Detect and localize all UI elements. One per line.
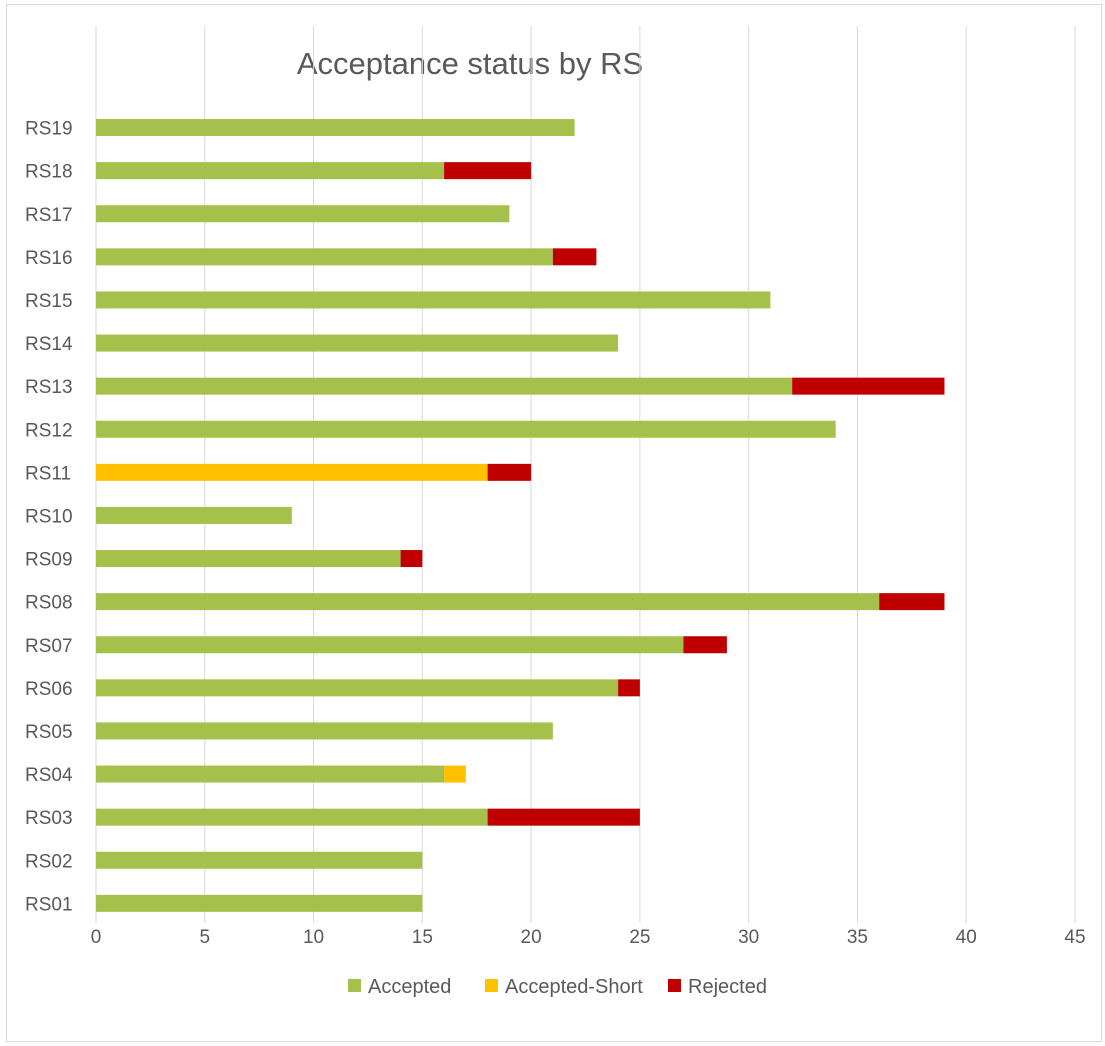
x-tick-label: 40 bbox=[956, 927, 977, 948]
bar-RS17-accepted bbox=[96, 205, 510, 223]
chart-svg: Acceptance status by RS RS01 RS02 RS03 RS04… bbox=[25, 26, 1086, 998]
legend-swatch-rejected bbox=[668, 979, 681, 992]
bar-RS18-rejected bbox=[444, 162, 532, 180]
y-category-label: RS08 bbox=[25, 593, 73, 614]
bars bbox=[96, 119, 945, 912]
y-category-label: RS07 bbox=[25, 636, 73, 657]
x-axis-labels: 0 5 10 15 20 25 30 35 40 45 bbox=[91, 927, 1086, 948]
legend: Accepted Accepted-Short Rejected bbox=[348, 976, 767, 998]
bar-RS11-accepted-short bbox=[96, 463, 488, 481]
bar-RS03-rejected bbox=[487, 808, 640, 826]
bar-RS02-accepted bbox=[96, 851, 423, 869]
x-tick-label: 10 bbox=[303, 927, 324, 948]
legend-swatch-accepted bbox=[348, 979, 361, 992]
bar-RS04-accepted bbox=[96, 765, 445, 783]
bar-RS07-rejected bbox=[683, 636, 727, 654]
y-category-label: RS09 bbox=[25, 550, 73, 571]
bar-RS08-accepted bbox=[96, 593, 880, 611]
bar-RS15-accepted bbox=[96, 291, 771, 309]
y-category-label: RS14 bbox=[25, 334, 73, 355]
legend-swatch-accepted-short bbox=[485, 979, 498, 992]
legend-label: Rejected bbox=[688, 976, 767, 998]
bar-RS08-rejected bbox=[879, 593, 945, 611]
bar-RS10-accepted bbox=[96, 506, 292, 524]
x-tick-label: 20 bbox=[521, 927, 542, 948]
bar-RS12-accepted bbox=[96, 420, 836, 438]
y-category-label: RS06 bbox=[25, 679, 73, 700]
bar-RS13-rejected bbox=[792, 377, 945, 395]
bar-RS06-accepted bbox=[96, 679, 619, 697]
y-category-label: RS10 bbox=[25, 506, 73, 527]
chart-title: Acceptance status by RS bbox=[297, 46, 643, 81]
bar-RS14-accepted bbox=[96, 334, 619, 352]
x-tick-label: 5 bbox=[199, 927, 210, 948]
bar-RS07-accepted bbox=[96, 636, 684, 654]
bar-RS04-accepted-short bbox=[444, 765, 466, 783]
y-category-label: RS18 bbox=[25, 162, 73, 183]
y-category-label: RS13 bbox=[25, 377, 73, 398]
y-category-label: RS02 bbox=[25, 851, 73, 872]
legend-label: Accepted bbox=[368, 976, 451, 998]
legend-label: Accepted-Short bbox=[505, 976, 643, 998]
x-tick-label: 35 bbox=[847, 927, 868, 948]
chart-container: Acceptance status by RS RS01 RS02 RS03 RS04… bbox=[6, 4, 1102, 1042]
x-tick-label: 15 bbox=[412, 927, 433, 948]
y-category-label: RS17 bbox=[25, 205, 73, 226]
y-category-label: RS15 bbox=[25, 291, 73, 312]
x-tick-label: 25 bbox=[629, 927, 650, 948]
bar-RS18-accepted bbox=[96, 162, 445, 180]
y-category-label: RS16 bbox=[25, 248, 73, 269]
y-category-label: RS19 bbox=[25, 119, 73, 140]
y-category-label: RS12 bbox=[25, 420, 73, 441]
bar-RS01-accepted bbox=[96, 894, 423, 912]
y-category-label: RS11 bbox=[25, 463, 71, 484]
x-tick-label: 0 bbox=[91, 927, 102, 948]
bar-RS03-accepted bbox=[96, 808, 488, 826]
bar-RS09-rejected bbox=[400, 550, 423, 568]
bar-RS13-accepted bbox=[96, 377, 793, 395]
y-category-label: RS05 bbox=[25, 722, 73, 743]
y-axis-labels: RS01 RS02 RS03 RS04 RS05 RS06 RS07 RS08 RS09 RS10… bbox=[25, 119, 73, 916]
y-category-label: RS04 bbox=[25, 765, 73, 786]
y-category-label: RS01 bbox=[25, 894, 73, 915]
bar-RS09-accepted bbox=[96, 550, 401, 568]
x-tick-label: 45 bbox=[1064, 927, 1085, 948]
bar-RS05-accepted bbox=[96, 722, 553, 740]
x-tick-label: 30 bbox=[738, 927, 759, 948]
y-category-label: RS03 bbox=[25, 808, 73, 829]
bar-RS16-rejected bbox=[552, 248, 597, 266]
bar-RS11-rejected bbox=[487, 463, 532, 481]
bar-RS16-accepted bbox=[96, 248, 553, 266]
bar-RS19-accepted bbox=[96, 119, 575, 137]
bar-RS06-rejected bbox=[618, 679, 640, 697]
